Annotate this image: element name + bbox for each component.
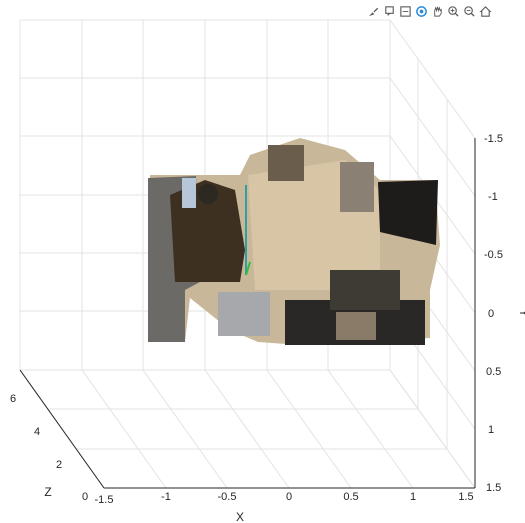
y-ticks: -1.5 -1 -0.5 0 0.5 1 1.5 — [484, 133, 503, 494]
datatip-icon — [384, 5, 394, 16]
z-tick: 6 — [10, 393, 16, 405]
zoom-out-icon — [463, 5, 475, 17]
brush-button[interactable] — [366, 4, 380, 18]
pan-icon — [433, 5, 442, 17]
x-tick: -0.5 — [218, 491, 237, 503]
zoom-out-button[interactable] — [462, 4, 476, 18]
z-axis-label: Z — [44, 485, 51, 499]
y-tick: -1 — [488, 191, 498, 203]
x-tick: 0.5 — [343, 491, 358, 503]
camera-axis-x — [245, 261, 251, 276]
z-tick: 2 — [56, 459, 62, 471]
monitor — [330, 270, 400, 310]
z-tick: 0 — [82, 491, 88, 503]
x-axis-label: X — [236, 510, 244, 523]
x-tick: 0 — [286, 491, 292, 503]
person-head — [198, 184, 218, 204]
box — [336, 312, 376, 340]
y-tick: 0.5 — [486, 366, 501, 378]
pan-button[interactable] — [430, 4, 444, 18]
data-cursor-button[interactable] — [398, 4, 412, 18]
y-tick: -0.5 — [484, 249, 503, 261]
x-tick: -1 — [161, 491, 171, 503]
y-tick: 0 — [488, 308, 494, 320]
axis-lines — [19, 138, 476, 489]
x-tick: -1.5 — [95, 494, 114, 506]
datatip-button[interactable] — [382, 4, 396, 18]
zoom-in-button[interactable] — [446, 4, 460, 18]
z-tick: 4 — [34, 426, 40, 438]
wall-fan — [268, 145, 304, 181]
floor-grid — [19, 369, 476, 489]
z-ticks: 0 2 4 6 — [10, 393, 88, 503]
y-tick: -1.5 — [484, 133, 503, 145]
window-light — [182, 178, 196, 208]
y-axis-label: Y — [517, 309, 525, 317]
zoom-in-icon — [447, 5, 459, 17]
axes-toolbar — [366, 2, 492, 20]
dark-shelf — [378, 180, 438, 245]
brush-icon — [368, 7, 378, 16]
y-tick: 1 — [488, 424, 494, 436]
home-button[interactable] — [478, 4, 492, 18]
home-icon — [479, 5, 491, 17]
rotate-3d-button[interactable] — [414, 4, 428, 18]
chair — [218, 292, 270, 336]
point-cloud[interactable] — [148, 138, 440, 345]
x-tick: 1 — [410, 491, 416, 503]
rotate-3d-icon — [415, 5, 427, 17]
wall-frame — [340, 162, 374, 212]
y-tick: 1.5 — [486, 482, 501, 494]
data-cursor-icon — [399, 5, 411, 17]
x-tick: 1.5 — [458, 491, 473, 503]
x-ticks: -1.5 -1 -0.5 0 0.5 1 1.5 — [95, 491, 474, 506]
